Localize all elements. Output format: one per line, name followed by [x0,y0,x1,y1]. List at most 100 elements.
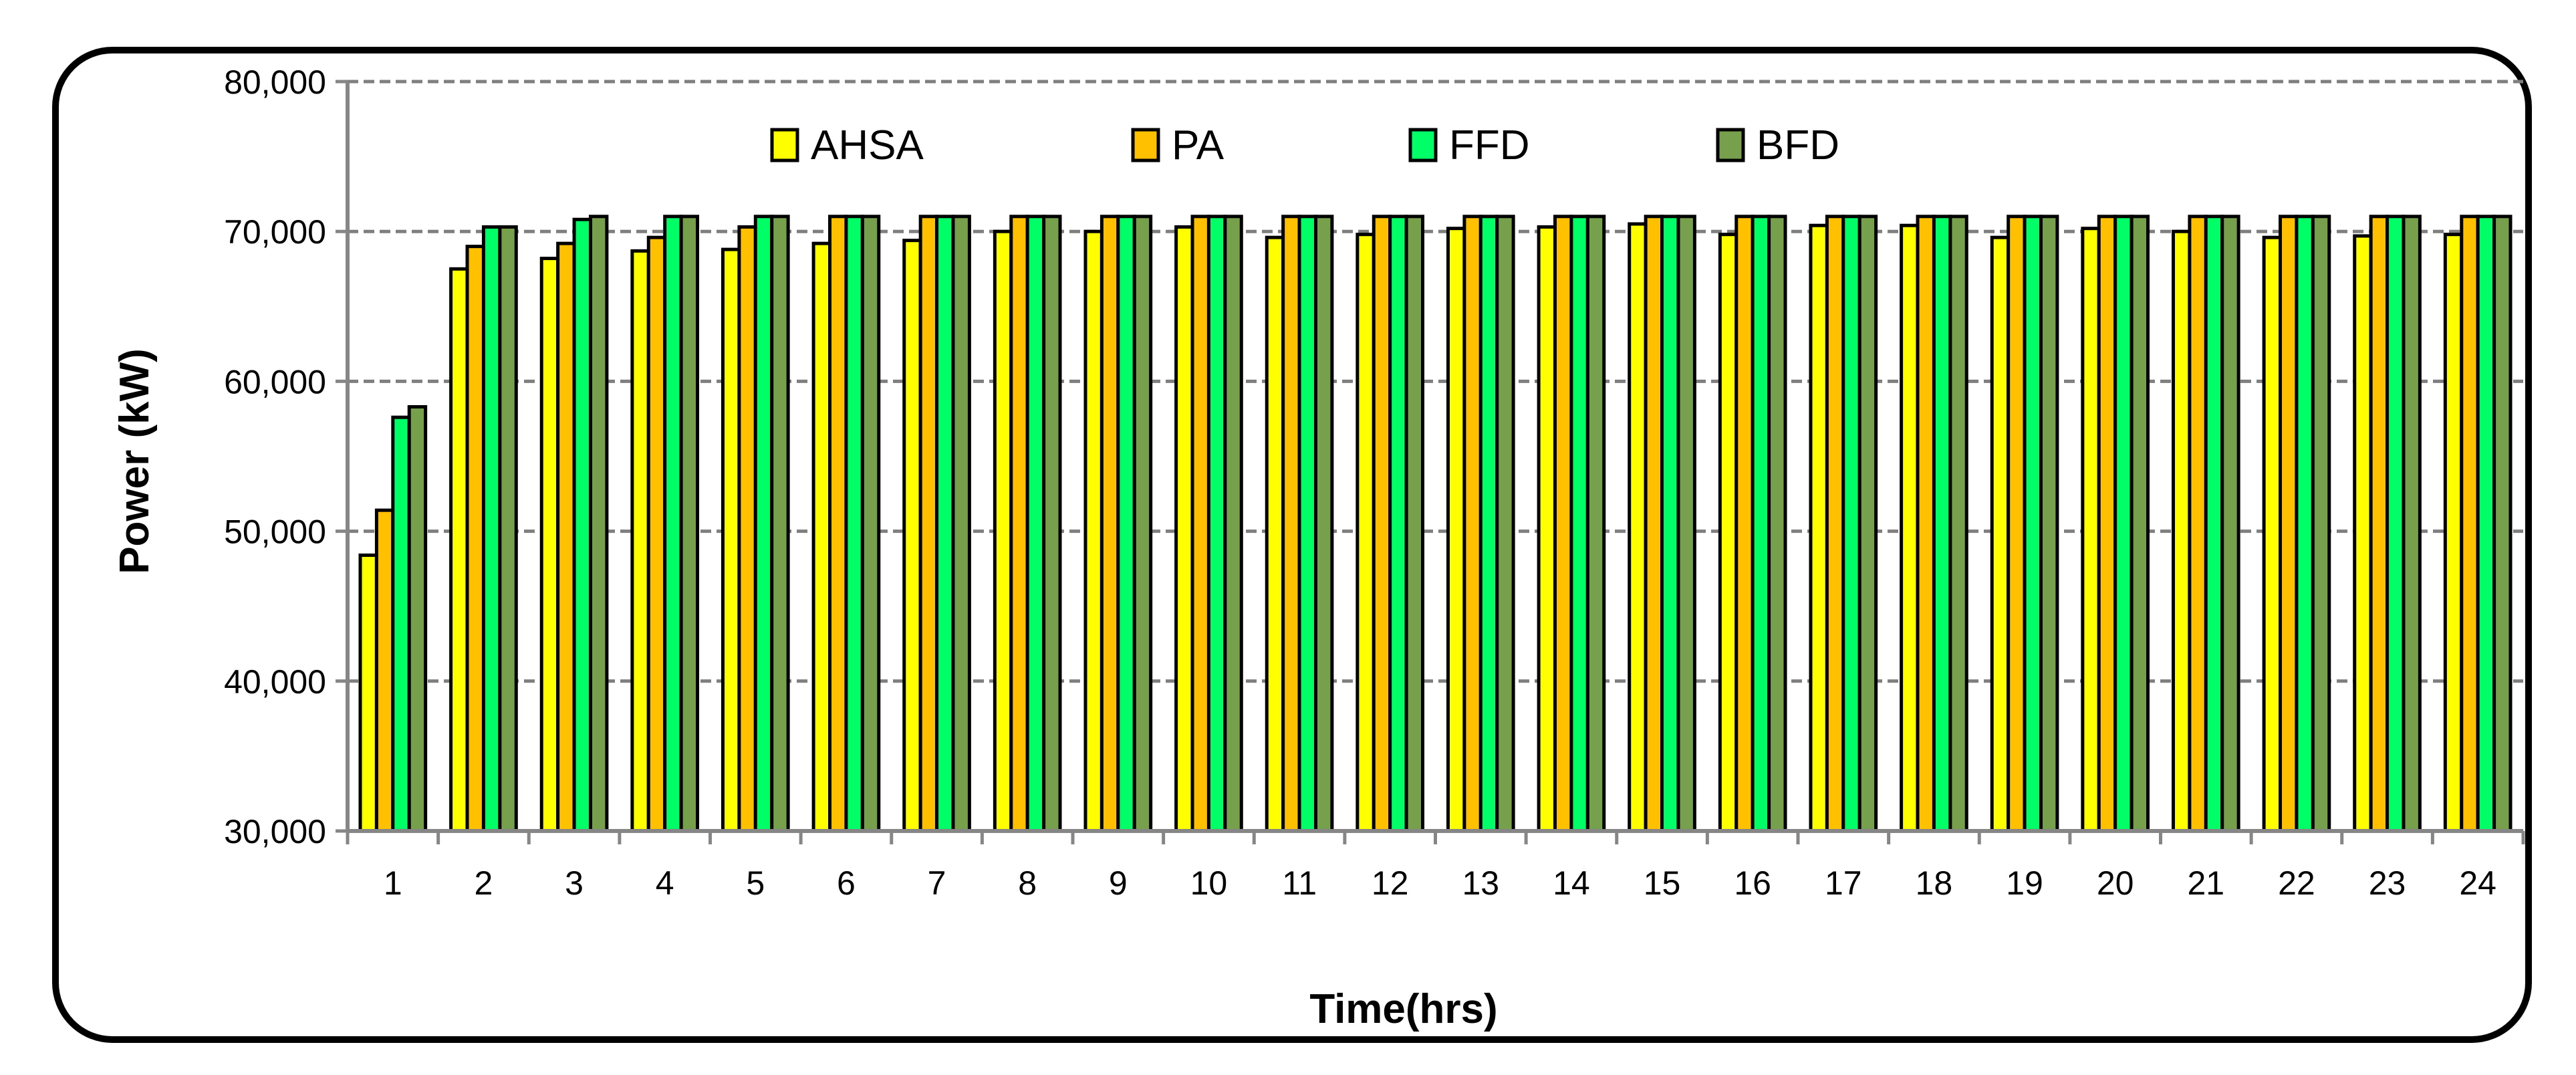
y-tick-label: 60,000 [224,363,326,400]
x-tick-label: 4 [656,864,674,902]
bar-ahsa-7 [902,239,922,833]
bar-ffd-23 [2386,215,2406,833]
bar-ahsa-18 [1900,223,1920,833]
bar-bfd-8 [1042,215,1062,833]
legend-swatch-bfd [1716,128,1745,162]
bar-pa-2 [465,245,485,833]
bar-pa-5 [737,225,757,833]
bar-pa-10 [1190,215,1210,833]
gridlines [348,80,2523,683]
y-tick-label: 30,000 [224,813,326,850]
bar-ffd-9 [1116,215,1136,833]
x-tick-label: 21 [2188,864,2225,902]
bar-ahsa-2 [449,267,469,833]
y-tick-label: 40,000 [224,663,326,701]
bar-ffd-7 [935,215,955,833]
bar-ffd-16 [1751,215,1771,833]
x-tick-label: 18 [1916,864,1953,902]
bar-ahsa-23 [2353,234,2373,833]
bar-ahsa-16 [1718,233,1738,833]
bar-ffd-4 [663,215,683,833]
bar-pa-18 [1916,215,1936,833]
bar-bfd-3 [588,215,609,833]
bar-bfd-2 [498,225,518,833]
x-tick-label: 2 [475,864,493,902]
y-axis-title: Power (kW) [112,348,158,574]
bars [358,215,2513,833]
bar-ahsa-20 [2081,227,2101,833]
bar-bfd-1 [407,405,428,833]
bar-pa-7 [918,215,939,833]
bar-bfd-10 [1223,215,1243,833]
x-tick-label: 9 [1109,864,1128,902]
x-tick-label: 6 [837,864,856,902]
bar-pa-16 [1734,215,1755,833]
bar-pa-23 [2369,215,2390,833]
bar-bfd-16 [1767,215,1787,833]
bar-pa-17 [1825,215,1845,833]
bar-ahsa-14 [1537,225,1557,833]
bar-bfd-11 [1313,215,1334,833]
x-tick-label: 14 [1553,864,1590,902]
bar-bfd-6 [860,215,881,833]
legend-label-ffd: FFD [1449,122,1530,168]
bar-bfd-13 [1495,215,1515,833]
legend-swatch-pa [1131,128,1160,162]
y-tick-label: 80,000 [224,64,326,101]
bar-ffd-14 [1569,215,1589,833]
bar-ffd-15 [1660,215,1680,833]
x-tick-label: 1 [384,864,402,902]
x-tick-label: 11 [1282,864,1317,902]
bar-pa-13 [1462,215,1483,833]
x-tick-label: 7 [928,864,946,902]
bar-ahsa-12 [1356,233,1376,833]
bar-ahsa-5 [721,247,741,833]
bar-pa-15 [1644,215,1664,833]
legend: AHSA PA FFD BFD [770,122,1839,168]
bar-bfd-22 [2311,215,2331,833]
bar-pa-4 [646,235,667,833]
bar-bfd-17 [1857,215,1878,833]
x-tick-label: 5 [746,864,765,902]
bar-ahsa-11 [1265,235,1285,833]
bar-pa-24 [2460,215,2480,833]
bar-pa-9 [1100,215,1120,833]
bar-pa-8 [1009,215,1029,833]
bar-ffd-22 [2295,215,2315,833]
bar-ffd-11 [1297,215,1317,833]
bar-ffd-12 [1388,215,1408,833]
bar-pa-11 [1281,215,1301,833]
legend-label-ahsa: AHSA [811,122,924,168]
bar-ffd-18 [1932,215,1952,833]
bar-ahsa-21 [2171,229,2192,833]
x-tick-label: 15 [1644,864,1681,902]
bar-bfd-14 [1585,215,1606,833]
bar-ahsa-1 [358,553,378,833]
bar-ffd-1 [391,415,411,833]
bar-bfd-15 [1676,215,1696,833]
bar-pa-12 [1372,215,1392,833]
x-tick-label: 16 [1734,864,1771,902]
bar-ffd-6 [844,215,864,833]
bar-pa-21 [2188,215,2208,833]
bar-bfd-9 [1132,215,1153,833]
legend-label-pa: PA [1172,122,1225,168]
bar-ffd-20 [2113,215,2134,833]
bar-bfd-5 [770,215,790,833]
x-tick-label: 13 [1462,864,1500,902]
bar-ffd-13 [1478,215,1499,833]
bar-ffd-19 [2023,215,2043,833]
bar-pa-19 [2007,215,2027,833]
y-tick-label: 70,000 [224,213,326,251]
bar-ffd-5 [753,215,774,833]
bar-bfd-12 [1404,215,1425,833]
legend-swatch-ffd [1408,128,1438,162]
x-tick-label: 22 [2278,864,2315,902]
bar-pa-6 [828,215,848,833]
bar-ahsa-24 [2443,233,2464,833]
bar-bfd-4 [679,215,700,833]
bar-ahsa-19 [1990,235,2011,833]
x-tick-label: 20 [2097,864,2134,902]
bar-bfd-23 [2402,215,2422,833]
